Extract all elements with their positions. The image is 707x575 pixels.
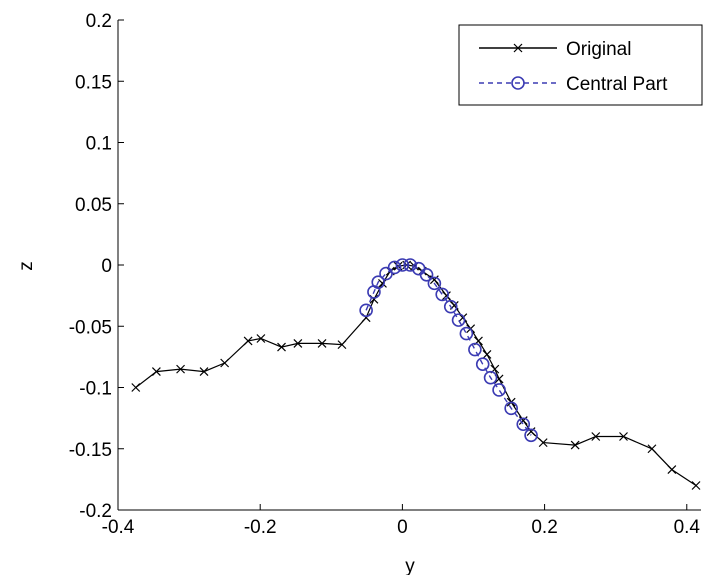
marker-stroke <box>538 438 548 448</box>
x-tick-label: -0.4 <box>102 517 135 538</box>
data-point <box>691 481 701 490</box>
marker-stroke <box>482 350 492 359</box>
data-point <box>570 440 580 450</box>
data-point <box>293 338 303 348</box>
data-point <box>403 258 418 272</box>
y-tick-label: -0.15 <box>69 440 112 461</box>
data-point <box>524 428 538 443</box>
data-point <box>435 287 450 302</box>
data-point <box>387 260 402 275</box>
data-point <box>538 438 548 448</box>
marker-stroke <box>176 364 185 374</box>
legend-sample-central-part <box>479 76 557 90</box>
marker-stroke <box>570 440 580 450</box>
marker-stroke <box>199 367 209 376</box>
legend-marker <box>513 43 523 53</box>
data-point <box>359 303 373 318</box>
x-axis-label: y <box>405 556 415 575</box>
x-tick-label: 0 <box>397 517 408 538</box>
series-line <box>365 264 532 436</box>
data-point <box>451 313 466 327</box>
series-layer <box>131 258 701 490</box>
marker-stroke <box>691 481 701 490</box>
data-point <box>526 427 536 437</box>
marker-stroke <box>442 291 451 301</box>
data-point <box>475 357 490 372</box>
data-point <box>378 278 387 288</box>
marker-stroke <box>337 340 347 350</box>
y-tick-label: -0.2 <box>79 501 112 522</box>
legend-label-central-part: Central Part <box>566 74 668 95</box>
data-point <box>468 342 482 357</box>
data-point <box>220 358 230 368</box>
marker-stroke <box>591 432 601 441</box>
y-tick-label: 0.1 <box>86 134 112 155</box>
marker-stroke <box>243 336 253 346</box>
marker-stroke <box>518 416 528 425</box>
y-tick-label: -0.05 <box>69 317 112 338</box>
data-point <box>337 340 347 350</box>
legend-label-original: Original <box>566 39 631 60</box>
data-point <box>518 416 528 425</box>
y-tick-label: -0.1 <box>79 379 112 400</box>
marker-stroke <box>220 358 230 368</box>
marker-stroke <box>667 465 677 474</box>
data-point <box>131 383 141 392</box>
y-tick-label: 0 <box>101 256 112 277</box>
data-point <box>482 350 492 359</box>
data-point <box>667 465 677 474</box>
x-axis-ticks: -0.4 -0.2 0 0.2 0.4 <box>102 504 701 538</box>
data-point <box>199 367 209 376</box>
y-axis-ticks: -0.2 -0.15 -0.1 -0.05 0 0.05 0.1 0.15 0.2 <box>69 11 124 522</box>
data-point <box>459 326 474 341</box>
marker-stroke <box>317 338 327 348</box>
y-tick-label: 0.15 <box>75 72 112 93</box>
data-point <box>427 276 442 291</box>
series-central-part <box>359 258 538 443</box>
marker-stroke <box>526 427 536 437</box>
data-point <box>443 299 458 314</box>
data-point <box>516 417 531 432</box>
marker-stroke <box>513 43 523 53</box>
data-point <box>483 370 498 385</box>
legend-box <box>458 24 703 106</box>
marker-stroke <box>647 444 657 454</box>
marker-stroke <box>293 338 303 348</box>
legend-sample-original <box>479 43 557 53</box>
legend-marker <box>511 76 525 90</box>
data-point <box>151 367 161 376</box>
data-point <box>419 267 434 282</box>
marker-stroke <box>458 313 468 323</box>
marker-stroke <box>131 383 141 392</box>
marker-stroke <box>277 342 286 352</box>
data-point <box>619 432 628 441</box>
marker-stroke <box>619 432 628 441</box>
x-tick-label: -0.2 <box>244 517 277 538</box>
y-tick-label: 0.05 <box>75 195 112 216</box>
data-point <box>647 444 657 454</box>
x-tick-label: 0.4 <box>674 517 701 538</box>
data-point <box>176 364 185 374</box>
marker-stroke <box>256 334 266 343</box>
data-point <box>504 401 518 416</box>
data-point <box>243 336 253 346</box>
data-point <box>591 432 601 441</box>
data-point <box>492 383 506 397</box>
data-point <box>277 342 286 352</box>
data-point <box>442 291 451 301</box>
data-point <box>371 275 386 289</box>
data-point <box>395 258 410 272</box>
data-point <box>317 338 327 348</box>
marker-stroke <box>494 374 504 384</box>
y-tick-label: 0.2 <box>86 11 112 32</box>
y-axis-label: z <box>16 261 37 271</box>
marker-stroke <box>378 278 387 288</box>
x-tick-label: 0.2 <box>531 517 557 538</box>
data-point <box>256 334 266 343</box>
legend: Original Central Part <box>458 24 703 106</box>
marker-stroke <box>429 275 439 285</box>
marker-stroke <box>151 367 161 376</box>
